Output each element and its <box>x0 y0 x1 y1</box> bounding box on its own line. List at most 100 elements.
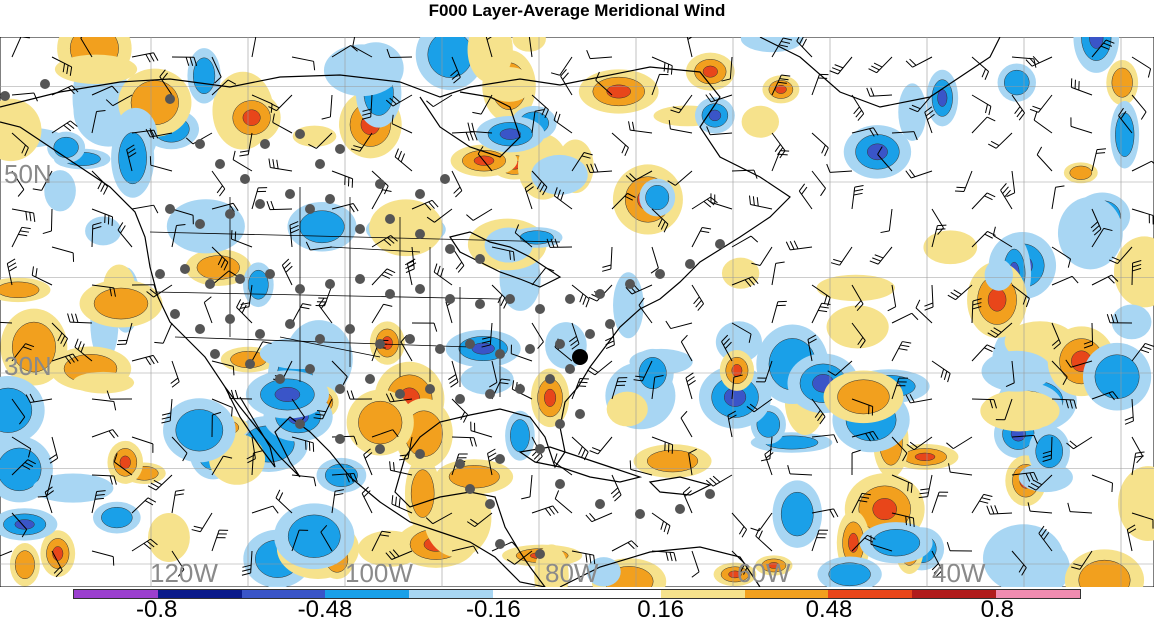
station-dot <box>475 254 485 264</box>
color-scale-label: -0.48 <box>298 597 353 623</box>
station-dot <box>565 364 575 374</box>
station-dot <box>0 91 10 101</box>
station-dot <box>445 294 455 304</box>
negative-wind-contour <box>1115 113 1134 157</box>
positive-wind-contour <box>411 470 434 518</box>
station-dot <box>515 384 525 394</box>
station-dot <box>385 289 395 299</box>
station-dot <box>575 409 585 419</box>
station-dot <box>225 209 235 219</box>
station-dot <box>535 304 545 314</box>
station-dot <box>595 499 605 509</box>
station-dot <box>325 279 335 289</box>
positive-wind-contour <box>15 551 34 579</box>
positive-wind-contour <box>369 199 443 256</box>
negative-wind-contour <box>1058 197 1123 269</box>
station-dot <box>245 359 255 369</box>
color-scale-label: 0.48 <box>806 597 853 623</box>
positive-wind-contour <box>817 275 895 301</box>
station-dot <box>555 479 565 489</box>
station-dot <box>385 214 395 224</box>
station-dot <box>485 499 495 509</box>
color-scale-label: 0.8 <box>981 597 1014 623</box>
lat-label: 30N <box>4 351 52 381</box>
negative-wind-contour <box>938 90 948 107</box>
negative-wind-contour <box>510 419 529 451</box>
station-dot <box>595 289 605 299</box>
station-dot <box>355 224 365 234</box>
positive-wind-contour <box>0 282 39 298</box>
positive-wind-contour <box>94 288 148 319</box>
station-dot <box>40 79 50 89</box>
station-dot <box>535 549 545 559</box>
station-dot <box>170 309 180 319</box>
positive-wind-contour <box>358 401 402 444</box>
station-dot <box>525 344 535 354</box>
station-dot <box>375 179 385 189</box>
color-scale-label: -0.16 <box>466 597 521 623</box>
station-dot <box>485 389 495 399</box>
station-dot <box>255 199 265 209</box>
positive-wind-contour <box>988 288 1006 311</box>
positive-wind-contour <box>915 453 935 461</box>
station-dot <box>605 319 615 329</box>
station-dot <box>180 264 190 274</box>
positive-wind-contour <box>923 230 977 264</box>
map-title: F000 Layer-Average Meridional Wind <box>0 0 1154 22</box>
negative-wind-contour <box>867 144 887 160</box>
station-dot <box>315 159 325 169</box>
station-dot <box>495 539 505 549</box>
negative-wind-contour <box>985 259 1013 291</box>
positive-wind-contour <box>980 390 1059 431</box>
negative-wind-contour <box>167 199 245 253</box>
positive-wind-contour <box>742 106 779 138</box>
positive-wind-contour <box>1112 68 1133 97</box>
station-dot <box>165 94 175 104</box>
positive-wind-contour <box>72 372 134 394</box>
station-dot <box>335 434 345 444</box>
positive-wind-contour <box>838 380 890 414</box>
station-dot <box>260 139 270 149</box>
negative-wind-contour <box>54 137 79 157</box>
station-dot <box>255 329 265 339</box>
positive-wind-contour <box>1070 166 1092 180</box>
station-dot <box>165 204 175 214</box>
station-dot <box>505 294 515 304</box>
station-dot <box>375 444 385 454</box>
negative-wind-contour <box>982 351 1052 392</box>
station-dot <box>205 279 215 289</box>
station-dot <box>215 159 225 169</box>
positive-wind-contour <box>544 389 556 407</box>
lon-label: 40W <box>932 558 986 587</box>
positive-wind-contour <box>873 498 897 519</box>
station-dot <box>195 139 205 149</box>
station-dot <box>445 244 455 254</box>
negative-wind-contour <box>193 58 215 94</box>
negative-wind-contour <box>101 507 132 528</box>
station-dot <box>415 189 425 199</box>
station-dot <box>335 144 345 154</box>
station-dot <box>625 279 635 289</box>
station-dot <box>455 394 465 404</box>
station-dot <box>345 324 355 334</box>
station-dot <box>375 339 385 349</box>
negative-wind-contour <box>300 211 345 243</box>
station-dot <box>675 504 685 514</box>
negative-wind-contour <box>176 409 223 451</box>
station-dot <box>705 489 715 499</box>
negative-wind-contour <box>288 515 340 558</box>
lon-label: 60W <box>737 558 791 587</box>
station-dot <box>415 284 425 294</box>
station-dot <box>195 324 205 334</box>
station-dot <box>225 314 235 324</box>
station-dot <box>415 449 425 459</box>
positive-wind-contour <box>703 66 718 77</box>
station-dot <box>495 454 505 464</box>
station-dot <box>545 374 555 384</box>
station-dot <box>195 219 205 229</box>
color-scale-label: 0.16 <box>637 597 684 623</box>
station-dot <box>295 419 305 429</box>
station-dot <box>155 269 165 279</box>
station-dot <box>585 329 595 339</box>
